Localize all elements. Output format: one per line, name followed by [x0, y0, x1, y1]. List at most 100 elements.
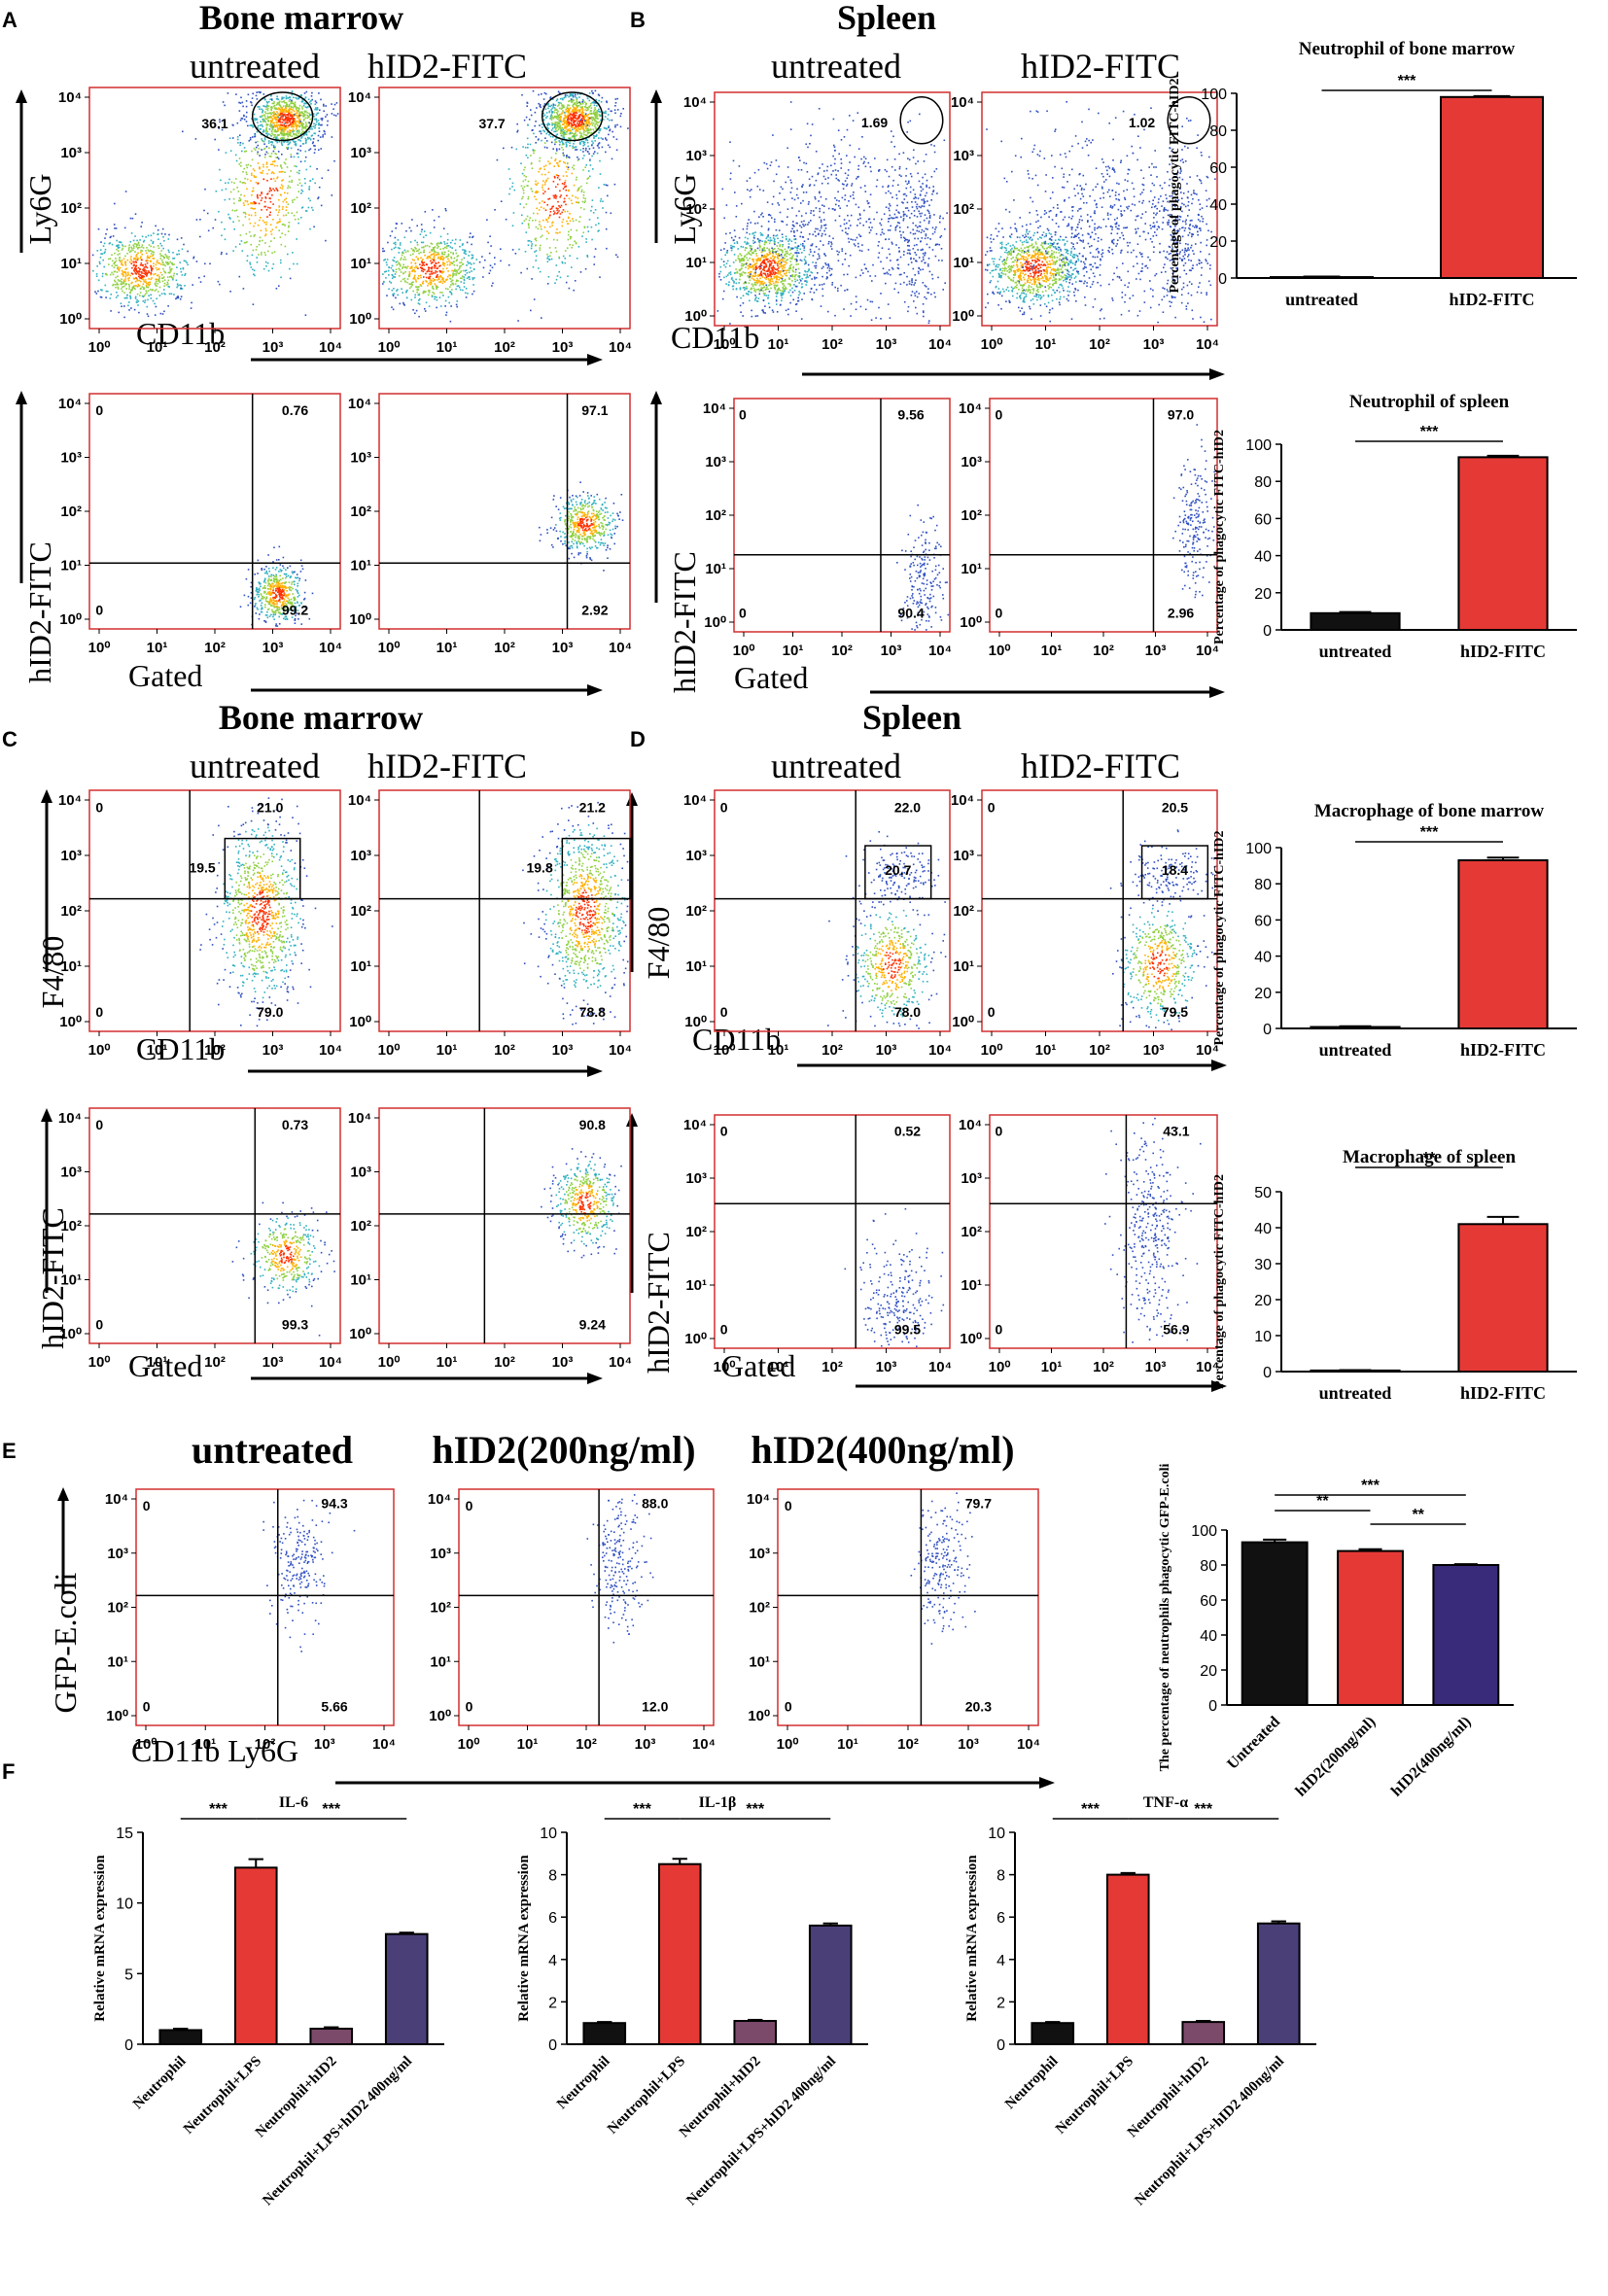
data-point [582, 142, 585, 144]
data-point [285, 603, 288, 606]
data-point [105, 296, 107, 298]
data-point [593, 496, 595, 498]
data-point [597, 143, 600, 145]
data-point [563, 96, 566, 99]
data-point [559, 126, 561, 129]
data-point [577, 118, 579, 121]
data-point [258, 593, 260, 596]
data-point [123, 316, 125, 319]
data-point [554, 108, 557, 110]
data-point [179, 284, 181, 286]
data-point [491, 285, 493, 287]
data-point [556, 209, 558, 212]
data-point [294, 599, 297, 601]
data-point [258, 90, 260, 93]
data-point [159, 271, 162, 274]
data-point [262, 170, 264, 172]
data-point [559, 97, 562, 100]
data-point [557, 211, 559, 214]
data-point [530, 109, 532, 111]
data-point [268, 601, 270, 603]
data-point [254, 201, 257, 204]
data-point [561, 141, 564, 144]
data-point [287, 115, 290, 117]
data-point [306, 125, 308, 127]
data-point [114, 202, 116, 205]
data-point [281, 167, 283, 169]
data-point [588, 131, 590, 134]
data-point [473, 277, 475, 279]
data-point [582, 131, 585, 134]
data-point [287, 212, 290, 214]
data-point [288, 100, 291, 102]
data-point [401, 257, 402, 260]
data-point [582, 116, 584, 118]
data-point [221, 251, 223, 254]
data-point [599, 543, 602, 546]
data-point [237, 142, 239, 144]
data-point [594, 107, 596, 109]
data-point [110, 294, 112, 296]
data-point [199, 235, 201, 238]
data-point [588, 219, 591, 221]
data-point [135, 267, 137, 270]
data-point [289, 187, 292, 189]
data-point [271, 118, 274, 120]
data-point [176, 238, 179, 241]
data-point [472, 262, 475, 264]
data-point [309, 148, 312, 150]
data-point [433, 252, 436, 255]
data-point [596, 121, 598, 123]
data-point [545, 92, 547, 95]
data-point [299, 160, 302, 163]
data-point [583, 119, 585, 121]
data-point [287, 130, 289, 133]
data-point [411, 219, 413, 221]
data-point [581, 109, 584, 111]
data-point [611, 119, 613, 122]
data-point [236, 122, 239, 124]
data-point [490, 245, 492, 247]
data-point [274, 569, 277, 571]
data-point [278, 171, 281, 173]
data-point [413, 278, 416, 280]
data-point [261, 209, 262, 211]
data-point [580, 135, 583, 138]
data-point [274, 610, 276, 613]
data-point [305, 141, 307, 144]
data-point [593, 256, 596, 258]
data-point [263, 568, 265, 571]
data-point [563, 117, 565, 120]
data-point [136, 270, 139, 272]
data-point [239, 198, 242, 201]
data-point [260, 133, 262, 136]
data-point [140, 249, 142, 252]
data-point [431, 261, 434, 263]
data-point [259, 166, 261, 168]
data-point [577, 159, 579, 161]
data-point [289, 118, 292, 120]
data-point [568, 510, 570, 513]
data-point [266, 109, 269, 112]
data-point [272, 112, 275, 115]
data-point [278, 593, 280, 596]
data-point [582, 535, 584, 538]
data-point [562, 175, 565, 177]
data-point [571, 166, 574, 169]
data-point [122, 274, 124, 276]
data-point [146, 266, 149, 269]
data-point [158, 262, 160, 264]
data-point [155, 225, 157, 227]
data-point [243, 204, 245, 206]
data-point [577, 122, 578, 124]
data-point [120, 283, 122, 285]
data-point [414, 312, 416, 315]
data-point [261, 172, 263, 174]
data-point [540, 206, 542, 208]
data-point [605, 184, 608, 187]
data-point [256, 593, 259, 596]
data-point [596, 547, 599, 549]
data-point [535, 260, 537, 261]
data-point [294, 596, 296, 599]
data-point [591, 199, 594, 201]
